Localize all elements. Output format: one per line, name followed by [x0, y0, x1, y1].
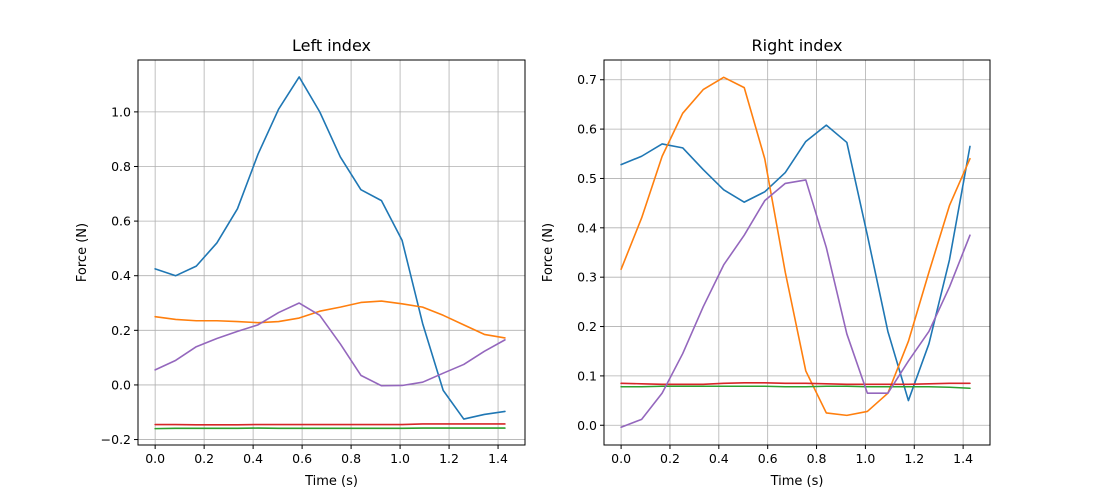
- chart-title: Left index: [292, 36, 371, 55]
- series-line-5: [620, 179, 971, 429]
- x-tick-label: 0.0: [145, 451, 165, 466]
- y-tick-label: 0.2: [111, 323, 131, 338]
- x-tick-label: 0.8: [341, 451, 361, 466]
- x-axis-label: Time (s): [770, 474, 824, 489]
- plot-area-frame: [603, 59, 991, 446]
- x-tick-label: 0.8: [807, 451, 827, 466]
- y-tick-label: 0.5: [577, 171, 597, 186]
- y-tick-label: −0.2: [101, 432, 131, 447]
- y-axis-label: Force (N): [541, 223, 556, 282]
- y-tick-label: 0.8: [111, 159, 131, 174]
- y-tick-label: 0.7: [577, 72, 597, 87]
- y-tick-label: 0.1: [577, 368, 597, 383]
- x-tick-label: 0.0: [611, 451, 631, 466]
- x-tick-label: 1.0: [390, 451, 410, 466]
- series-line-4: [154, 423, 506, 426]
- x-tick-label: 0.6: [292, 451, 312, 466]
- y-tick-label: 0.4: [111, 268, 131, 283]
- y-tick-label: 0.6: [111, 214, 131, 229]
- series-line-4: [620, 382, 971, 386]
- x-tick-label: 0.2: [660, 451, 680, 466]
- y-tick-label: 1.0: [111, 104, 131, 119]
- x-tick-label: 0.2: [194, 451, 214, 466]
- x-tick-label: 1.4: [488, 451, 508, 466]
- plot-area-frame: [137, 59, 526, 446]
- x-tick-label: 0.4: [243, 451, 263, 466]
- x-tick-label: 0.4: [709, 451, 729, 466]
- y-tick-label: 0.0: [111, 377, 131, 392]
- y-tick-label: 0.2: [577, 319, 597, 334]
- x-tick-label: 1.4: [953, 451, 973, 466]
- x-tick-label: 0.6: [758, 451, 778, 466]
- y-tick-label: 0.3: [577, 270, 597, 285]
- y-axis-label: Force (N): [75, 223, 90, 282]
- left-index-chart: 0.0 0.2 0.4 0.6 0.8 1.0 1.2 1.4 −0.2 0.0 0.2 0.4 0.6…: [75, 36, 526, 489]
- x-tick-label: 1.0: [855, 451, 875, 466]
- y-tick-label: 0.6: [577, 122, 597, 137]
- series-line-2: [154, 300, 506, 339]
- y-tick-label: 0.4: [577, 220, 597, 235]
- x-axis-label: Time (s): [304, 474, 358, 489]
- series-line-1: [154, 76, 506, 420]
- chart-title: Right index: [752, 36, 843, 55]
- x-tick-label: 1.2: [904, 451, 924, 466]
- series-line-5: [154, 302, 506, 387]
- right-index-chart: 0.0 0.2 0.4 0.6 0.8 1.0 1.2 1.4 0.0 0.1 0.2 0.3 0.4 0…: [541, 36, 991, 489]
- x-tick-label: 1.2: [439, 451, 459, 466]
- y-tick-label: 0.0: [577, 418, 597, 433]
- series-line-3: [620, 385, 971, 390]
- series-line-1: [620, 124, 971, 402]
- series-line-2: [620, 76, 971, 417]
- series-line-3: [154, 427, 506, 430]
